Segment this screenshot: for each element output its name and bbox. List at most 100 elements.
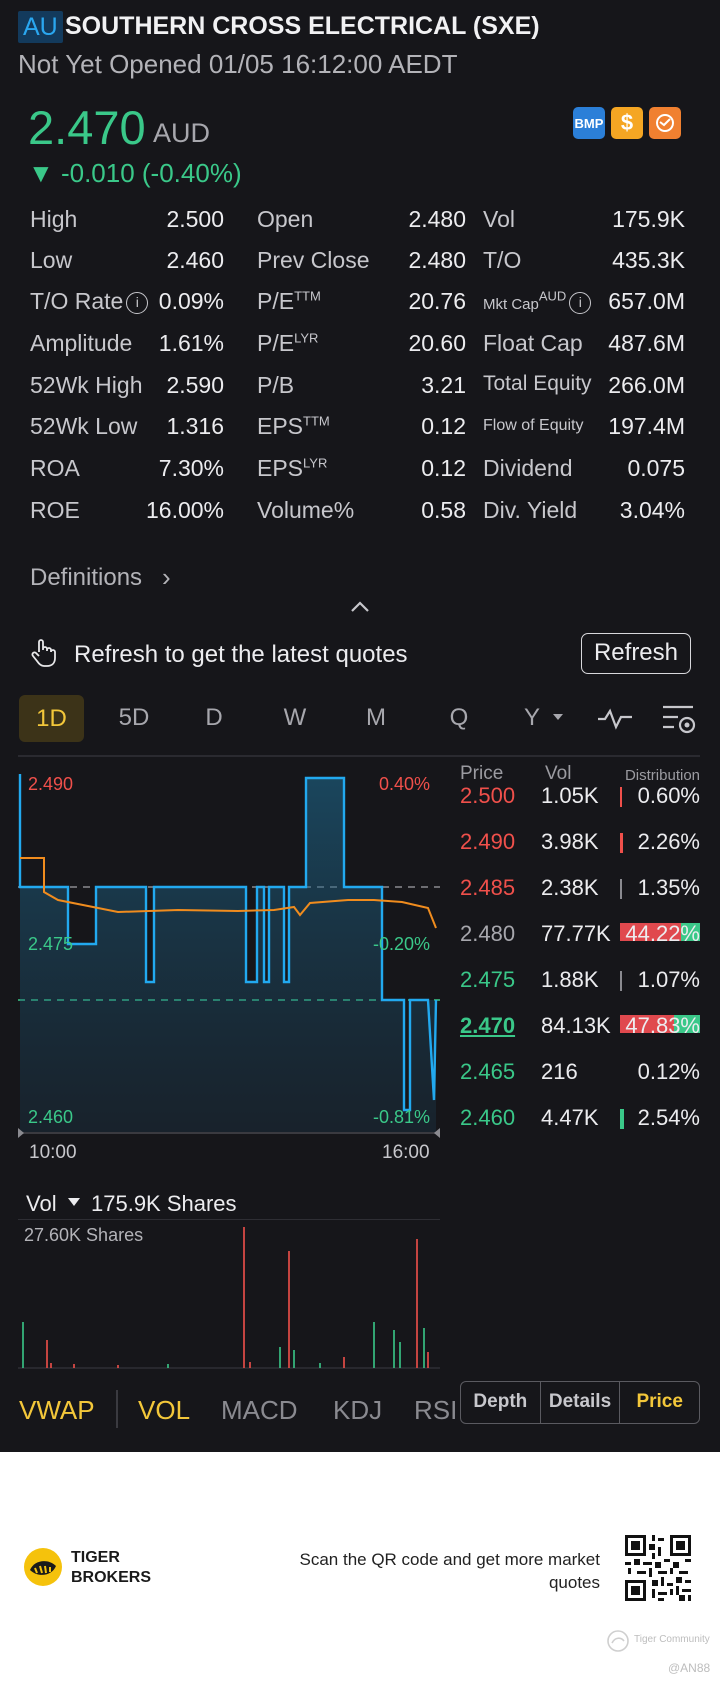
stat-label-52wk-high: 52Wk High [30, 372, 143, 398]
orderbook-price[interactable]: 2.490 [460, 829, 516, 854]
axis-price-mid: 2.475 [28, 934, 73, 954]
caret-down-icon[interactable] [67, 1196, 81, 1208]
stat-label-high: High [30, 206, 78, 232]
price-line [18, 774, 438, 1112]
tab-w[interactable]: W [283, 704, 307, 731]
orderbook-price[interactable]: 2.475 [460, 967, 516, 992]
tab-d[interactable]: D [205, 704, 223, 731]
lyr-sup: LYR [303, 455, 328, 471]
tab-q[interactable]: Q [449, 704, 469, 731]
volume-total: 175.9K Shares [91, 1191, 237, 1216]
brand-line-1: TIGER [71, 1549, 120, 1566]
axis-pct-mid: -0.20% [373, 934, 430, 954]
chevron-up-icon[interactable] [349, 596, 371, 618]
orderbook-dist-bar [620, 971, 622, 991]
stock-quote-screen: AU SOUTHERN CROSS ELECTRICAL (SXE) Not Y… [0, 0, 720, 1452]
ttm-sup: TTM [294, 288, 321, 304]
volume-label: Vol [26, 1191, 57, 1216]
stat-value-low: 2.460 [166, 247, 224, 273]
info-icon[interactable]: i [569, 292, 592, 314]
segment-price[interactable]: Price [636, 1391, 683, 1412]
last-price: 2.470 [28, 101, 146, 154]
stat-value-high: 2.500 [166, 206, 224, 232]
indicator-vwap[interactable]: VWAP [19, 1395, 95, 1425]
stat-value-eps-ttm: 0.12 [421, 413, 466, 439]
orderbook-price-current[interactable]: 2.470 [460, 1013, 516, 1038]
intraday-chart[interactable]: 2.490 0.40% 2.475 -0.20% 2.460 -0.81% [18, 760, 440, 1140]
stat-value-volume-pct: 0.58 [421, 497, 466, 523]
orderbook-pct: 0.12% [637, 1059, 700, 1084]
segment-depth[interactable]: Depth [461, 1382, 541, 1423]
stat-value-total-equity: 266.0M [608, 372, 685, 398]
orderbook-vol: 4.47K [541, 1105, 599, 1130]
indicator-macd[interactable]: MACD [221, 1395, 298, 1425]
stat-label-roe: ROE [30, 497, 80, 523]
indicator-rsi[interactable]: RSI [414, 1395, 458, 1425]
stat-label-flow-equity: Flow of Equity [483, 417, 584, 434]
segment-details[interactable]: Details [541, 1382, 621, 1423]
stat-value-pe-ttm: 20.76 [408, 288, 466, 314]
stat-label-open: Open [257, 206, 314, 232]
stat-value-open: 2.480 [408, 206, 466, 232]
chart-settings-icon[interactable] [660, 703, 696, 735]
qr-code-icon[interactable] [622, 1532, 694, 1604]
stock-title: SOUTHERN CROSS ELECTRICAL (SXE) [65, 12, 540, 40]
stat-label-volume-pct: Volume% [257, 497, 355, 523]
orderbook-dist-bar [620, 879, 622, 899]
orderbook-vol-header: Vol [545, 763, 572, 784]
scan-qr-text: Scan the QR code and get more market quo… [299, 1550, 601, 1592]
stat-label-dividend: Dividend [483, 455, 573, 481]
orderbook-price[interactable]: 2.465 [460, 1059, 516, 1084]
orderbook-pct: 1.07% [637, 967, 700, 992]
orderbook-vol: 1.05K [541, 783, 599, 808]
orderbook-vol: 77.77K [541, 921, 611, 946]
price-area [20, 774, 436, 1132]
mktcap-text: Mkt Cap [483, 296, 539, 313]
stat-value-turnover: 435.3K [612, 247, 685, 273]
axis-price-bottom: 2.460 [28, 1107, 73, 1127]
stat-value-prev-close: 2.480 [408, 247, 466, 273]
lyr-sup: LYR [294, 330, 319, 346]
caret-down-icon[interactable] [552, 712, 564, 722]
community-watermark: Tiger Community [634, 1634, 710, 1645]
indicator-vol[interactable]: VOL [138, 1395, 191, 1425]
refresh-button[interactable]: Refresh [581, 633, 691, 674]
indicator-kdj[interactable]: KDJ [333, 1395, 383, 1425]
orderbook-price[interactable]: 2.485 [460, 875, 516, 900]
chevron-right-icon[interactable]: › [162, 562, 171, 592]
stat-value-div-yield: 3.04% [619, 497, 685, 523]
dollar-icon[interactable]: $ [611, 107, 643, 139]
bmp-icon[interactable]: BMP [573, 107, 605, 139]
stat-label-vol: Vol [483, 206, 515, 232]
stat-label-52wk-low: 52Wk Low [30, 413, 138, 439]
market-badge: AU [18, 11, 63, 43]
tab-5d[interactable]: 5D [118, 704, 150, 731]
market-status: Not Yet Opened 01/05 16:12:00 AEDT [18, 49, 458, 79]
orderbook-price-header: Price [460, 763, 504, 784]
scrub-start-marker [18, 1128, 24, 1138]
definitions-link[interactable]: Definitions [30, 564, 143, 591]
detail-segmented-control: Depth Details Price [460, 1381, 700, 1424]
indicator-wave-icon[interactable] [596, 703, 634, 733]
orderbook-price[interactable]: 2.460 [460, 1105, 516, 1130]
orderbook-pct: 2.54% [637, 1105, 700, 1130]
orderbook-price[interactable]: 2.500 [460, 783, 516, 808]
price-change: ▼ -0.010 (-0.40%) [28, 158, 242, 188]
orderbook-price[interactable]: 2.480 [460, 921, 516, 946]
stat-label-prev-close: Prev Close [257, 247, 370, 273]
tab-m[interactable]: M [366, 704, 386, 731]
axis-price-top: 2.490 [28, 774, 73, 794]
pe-text: P/E [257, 288, 295, 314]
tab-1d[interactable]: 1D [19, 695, 84, 742]
stat-value-torate: 0.09% [158, 288, 224, 314]
volume-max-label: 27.60K Shares [24, 1225, 144, 1245]
tab-y[interactable]: Y [523, 704, 540, 731]
stat-label-amplitude: Amplitude [30, 330, 133, 356]
orderbook-vol: 216 [541, 1059, 578, 1084]
stat-label-pe-ttm: P/ETTM [257, 288, 321, 315]
exchange-icon[interactable] [649, 107, 681, 139]
stat-value-roe: 16.00% [145, 497, 224, 523]
tiger-logo-icon [24, 1548, 62, 1586]
info-icon[interactable]: i [126, 292, 149, 314]
header-icons: BMP $ [573, 107, 681, 139]
